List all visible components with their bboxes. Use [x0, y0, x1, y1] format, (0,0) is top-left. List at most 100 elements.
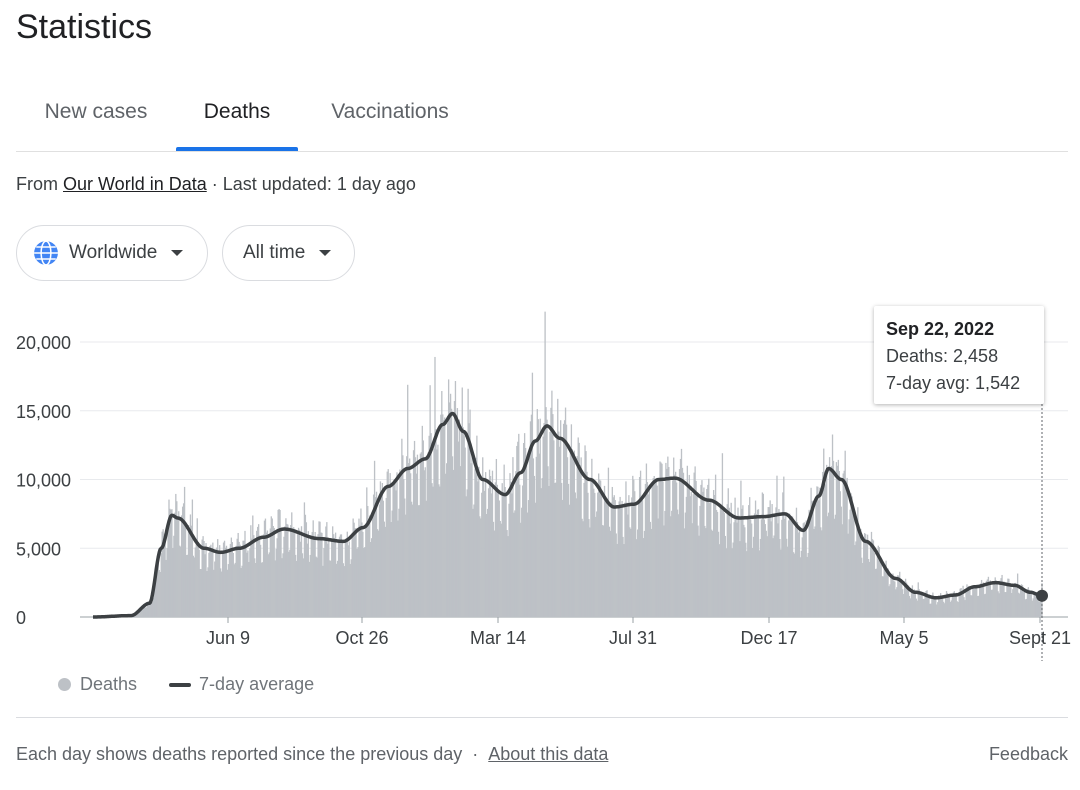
daily-death-bar	[403, 479, 405, 617]
tab-vaccinations[interactable]: Vaccinations	[331, 100, 449, 123]
daily-death-bar	[748, 505, 750, 617]
daily-death-bar	[221, 551, 224, 617]
daily-death-bar	[866, 534, 869, 617]
daily-death-bar	[406, 456, 408, 617]
daily-death-bar	[527, 500, 530, 617]
daily-death-bar	[905, 582, 908, 617]
deaths-chart[interactable]: 0 5,000 10,000 15,000 20,000 Jun 9 Oct 26 Mar 1…	[0, 295, 1080, 667]
daily-death-bar	[979, 583, 982, 617]
daily-death-bar	[966, 584, 968, 617]
daily-death-bar	[249, 548, 251, 617]
y-tick-label: 15,000	[16, 402, 71, 422]
daily-death-bar	[358, 518, 360, 617]
daily-death-bar	[462, 427, 464, 617]
daily-death-bar	[384, 526, 386, 617]
daily-death-bar	[743, 524, 745, 617]
tab-new-cases[interactable]: New cases	[44, 100, 148, 123]
daily-death-bar	[325, 526, 327, 617]
daily-death-bar	[536, 409, 538, 617]
daily-death-bar	[535, 456, 537, 617]
daily-death-bar	[213, 569, 215, 617]
feedback-link[interactable]: Feedback	[988, 744, 1068, 764]
globe-icon	[34, 240, 58, 266]
daily-death-bar	[280, 529, 282, 617]
region-dropdown[interactable]: Worldwide	[16, 225, 208, 281]
daily-death-bar	[290, 525, 292, 617]
daily-death-bar	[490, 493, 493, 617]
daily-death-bar	[199, 569, 201, 617]
daily-death-bar	[475, 457, 477, 617]
y-tick-label: 10,000	[16, 471, 71, 491]
daily-death-bar	[747, 517, 749, 617]
daily-death-bar	[417, 505, 420, 617]
daily-death-bar	[177, 517, 179, 617]
tab-deaths[interactable]: Deaths	[203, 100, 271, 123]
daily-death-bar	[482, 457, 484, 617]
daily-death-bar	[994, 577, 996, 617]
daily-death-bar	[241, 565, 243, 617]
daily-death-bar	[995, 580, 997, 617]
daily-death-bar	[592, 478, 594, 617]
daily-death-bar	[456, 408, 459, 617]
daily-death-bar	[480, 518, 482, 617]
daily-death-bar	[217, 539, 219, 617]
daily-death-bar	[752, 536, 755, 617]
daily-death-bar	[771, 504, 773, 617]
daily-death-bar	[765, 530, 767, 617]
daily-death-bar	[232, 552, 234, 617]
daily-death-bar	[201, 539, 203, 617]
daily-death-bar	[968, 585, 970, 617]
daily-death-bar	[1031, 600, 1033, 617]
daily-death-bar	[603, 485, 606, 617]
daily-death-bar	[897, 575, 899, 617]
daily-death-bar	[782, 492, 784, 617]
daily-death-bar	[613, 495, 615, 617]
daily-death-bar	[902, 589, 904, 617]
daily-death-bar	[750, 519, 752, 617]
daily-death-bar	[1014, 582, 1016, 617]
daily-death-bar	[654, 482, 656, 617]
daily-death-bar	[953, 591, 955, 617]
daily-death-bar	[656, 485, 658, 617]
daily-death-bar	[693, 472, 695, 617]
source-link[interactable]: Our World in Data	[63, 174, 207, 194]
daily-death-bar	[222, 542, 225, 617]
daily-death-bar	[709, 502, 711, 617]
daily-death-bar	[510, 481, 512, 617]
daily-death-bar	[845, 480, 847, 617]
daily-death-bar	[630, 528, 632, 617]
daily-death-bar	[955, 592, 957, 617]
daily-death-bar	[993, 582, 995, 617]
daily-death-bar	[211, 548, 213, 617]
daily-death-bar	[477, 481, 479, 617]
about-data-link[interactable]: About this data	[488, 744, 609, 764]
daily-death-bar	[365, 523, 367, 617]
daily-death-bar	[855, 541, 857, 617]
daily-death-bar	[725, 548, 727, 617]
daily-death-bar	[912, 591, 915, 617]
daily-death-bar	[242, 540, 244, 617]
daily-death-bar	[212, 542, 214, 617]
daily-death-bar	[940, 598, 943, 617]
daily-death-bar	[538, 453, 540, 617]
daily-death-bar	[675, 482, 678, 617]
legend-deaths-label: Deaths	[80, 674, 138, 694]
daily-death-bar	[181, 515, 183, 617]
daily-death-bar	[404, 498, 406, 617]
daily-death-bar	[414, 457, 417, 617]
daily-death-bar	[166, 548, 168, 617]
footer-divider	[16, 717, 1068, 718]
daily-death-bar	[770, 521, 772, 617]
daily-death-bar	[239, 544, 241, 617]
daily-death-bar	[636, 529, 639, 617]
daily-death-bar	[1035, 592, 1037, 617]
daily-death-bar	[816, 486, 818, 617]
daily-death-bar	[229, 543, 232, 617]
daily-death-bar	[843, 470, 845, 617]
daily-death-bar	[359, 525, 361, 617]
daily-death-bar	[248, 561, 250, 617]
daily-death-bar	[808, 509, 810, 617]
daily-death-bar	[696, 493, 698, 617]
time-range-dropdown[interactable]: All time	[222, 225, 355, 281]
daily-death-bar	[927, 597, 929, 617]
